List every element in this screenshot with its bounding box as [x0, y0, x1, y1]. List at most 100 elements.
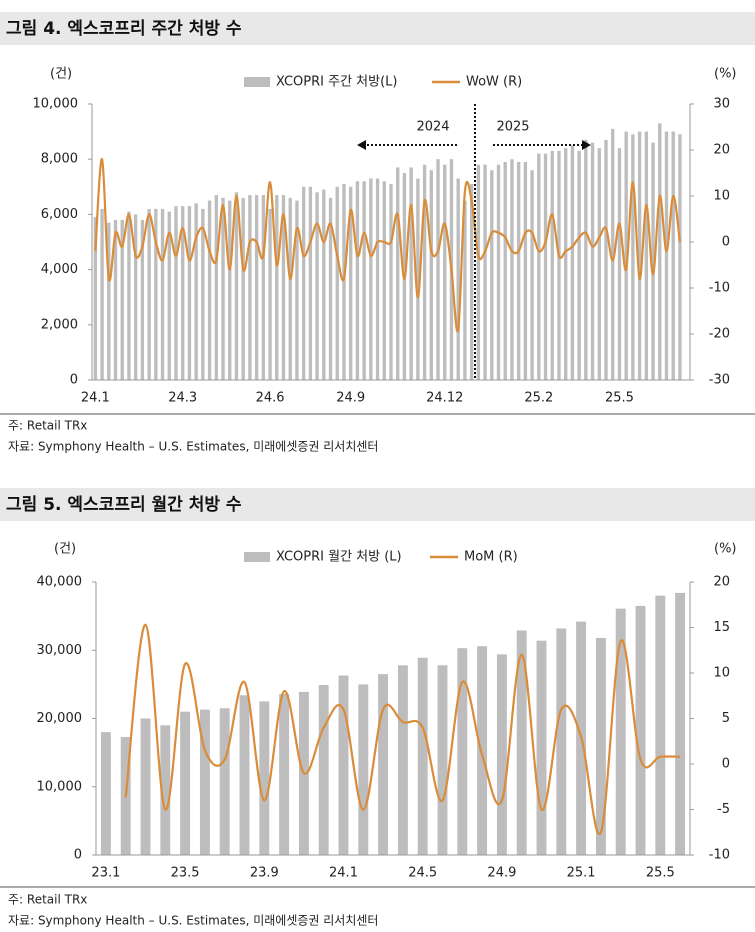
heading-bar [0, 488, 755, 521]
bar [140, 718, 151, 855]
bar [611, 128, 615, 380]
y-tick-label: 4,000 [41, 262, 78, 277]
bar [248, 195, 252, 380]
bar [456, 178, 460, 380]
bar [93, 217, 98, 380]
bar [436, 159, 440, 380]
bar [396, 167, 400, 380]
annotation: 2025 [496, 120, 529, 135]
bar [476, 164, 481, 380]
bar [295, 200, 299, 380]
y-unit: (건) [54, 542, 76, 557]
x-tick-label: 25.2 [524, 391, 553, 406]
bar [113, 219, 118, 380]
y2-tick-label: -30 [709, 373, 730, 388]
y2-tick-label: -5 [717, 802, 730, 817]
bar [635, 605, 646, 855]
legend-label: XCOPRI 주간 처방(L) [276, 75, 397, 90]
bar [100, 732, 111, 855]
bar [154, 208, 158, 380]
y-tick-label: 40,000 [37, 575, 83, 590]
x-tick-label: 23.1 [91, 866, 120, 881]
x-tick-label: 24.6 [256, 391, 285, 406]
bar [651, 142, 655, 380]
bar [437, 665, 448, 855]
x-tick-label: 23.9 [250, 866, 279, 881]
bar [219, 708, 230, 855]
bar [443, 164, 447, 380]
x-tick-label: 24.1 [329, 866, 358, 881]
bar [604, 139, 608, 380]
bar [429, 170, 433, 380]
y-tick-label: 30,000 [37, 643, 83, 658]
bar [281, 195, 286, 380]
bar [375, 178, 380, 380]
legend-swatch [244, 77, 270, 87]
bar [644, 131, 649, 380]
bar [335, 186, 339, 380]
legend-swatch [244, 552, 270, 562]
bar [378, 674, 389, 855]
y2-unit: (%) [714, 67, 737, 82]
y-tick-label: 2,000 [41, 317, 78, 332]
y2-tick-label: 10 [713, 666, 730, 681]
bar [349, 186, 353, 380]
line [124, 623, 681, 836]
y-unit: (건) [50, 67, 72, 82]
bar [584, 139, 588, 380]
bar [595, 637, 606, 855]
bar [543, 153, 548, 380]
bar [207, 200, 212, 380]
bar [503, 161, 507, 380]
bar [275, 195, 279, 380]
bar [288, 197, 292, 380]
bar [279, 693, 290, 855]
y-tick-label: 6,000 [41, 207, 78, 222]
bar [234, 192, 239, 380]
y2-tick-label: 20 [713, 575, 730, 590]
bar [577, 150, 581, 380]
x-tick-label: 25.5 [605, 391, 634, 406]
bar [254, 195, 259, 380]
bar [160, 725, 171, 855]
bar [140, 219, 145, 380]
bar [241, 197, 245, 380]
bar [557, 150, 561, 380]
y2-tick-label: -20 [709, 327, 730, 342]
y-tick-label: 0 [74, 848, 82, 863]
bar [490, 170, 494, 380]
bar [617, 148, 622, 380]
bar [417, 657, 428, 855]
bar [615, 608, 626, 855]
y2-tick-label: 0 [722, 235, 730, 250]
y-tick-label: 0 [70, 373, 78, 388]
bar [631, 134, 635, 380]
line [94, 158, 682, 333]
bar [194, 203, 198, 380]
bar [516, 630, 527, 855]
x-tick-label: 24.1 [81, 391, 110, 406]
arrow-head [356, 140, 366, 150]
y-tick-label: 10,000 [37, 779, 83, 794]
bar [133, 214, 138, 380]
bar [382, 181, 386, 380]
bar [160, 208, 165, 380]
heading: 그림 5. 엑스코프리 월간 처방 수 [6, 495, 242, 515]
y-tick-label: 10,000 [33, 97, 79, 112]
bar [181, 206, 185, 380]
bar [214, 195, 218, 380]
bar [308, 186, 313, 380]
bar [328, 197, 333, 380]
y-tick-label: 8,000 [41, 152, 78, 167]
bar [127, 211, 131, 380]
bar [201, 208, 205, 380]
bar [389, 184, 393, 380]
bar [318, 685, 329, 855]
bar [537, 153, 541, 380]
bar [100, 208, 104, 380]
note: 자료: Symphony Health – U.S. Estimates, 미래… [8, 914, 378, 928]
bar [556, 628, 567, 855]
bar [550, 150, 554, 380]
bar [147, 208, 151, 380]
bar [167, 211, 171, 380]
